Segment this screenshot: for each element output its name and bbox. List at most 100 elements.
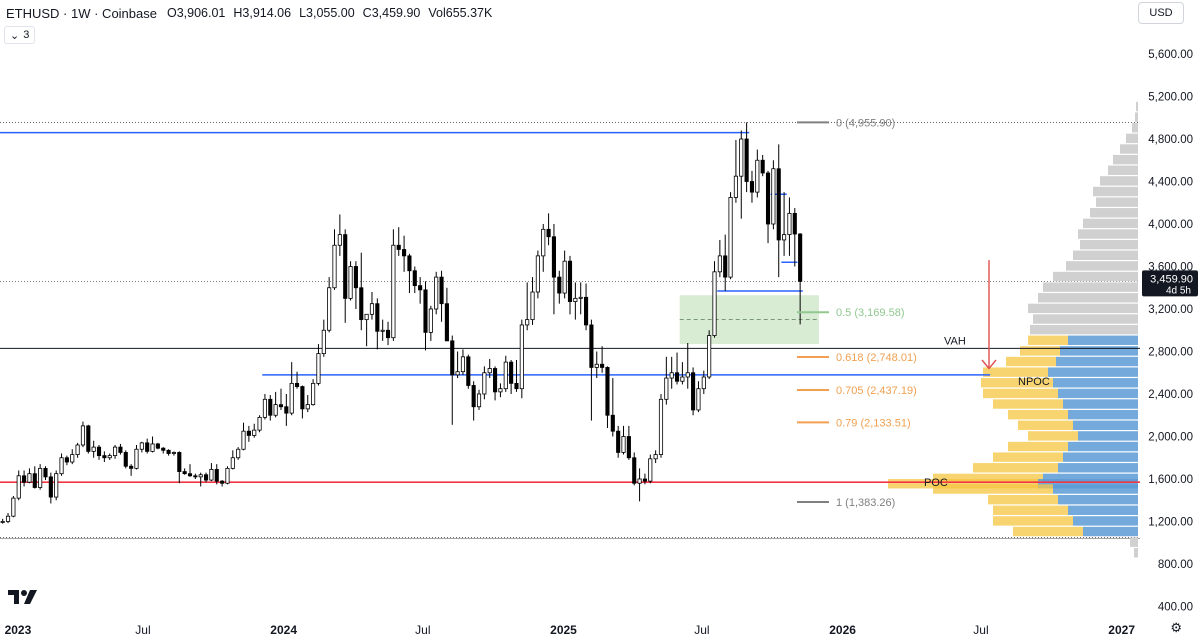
candle[interactable] xyxy=(493,366,498,401)
candle[interactable] xyxy=(246,425,251,442)
candle[interactable] xyxy=(337,214,342,256)
candle[interactable] xyxy=(787,197,792,256)
candle[interactable] xyxy=(600,346,605,373)
candle[interactable] xyxy=(658,394,664,458)
candle[interactable] xyxy=(220,480,225,487)
candle[interactable] xyxy=(792,208,797,267)
candle[interactable] xyxy=(262,394,267,420)
candle[interactable] xyxy=(798,233,803,325)
candle[interactable] xyxy=(648,454,653,484)
candle[interactable] xyxy=(32,466,37,489)
candle[interactable] xyxy=(187,464,193,477)
candle[interactable] xyxy=(43,466,48,481)
candle[interactable] xyxy=(348,261,353,301)
candle[interactable] xyxy=(273,391,278,418)
candle[interactable] xyxy=(177,451,182,484)
candle[interactable] xyxy=(605,366,610,428)
candle[interactable] xyxy=(305,395,310,413)
candle[interactable] xyxy=(11,496,16,518)
candle[interactable] xyxy=(712,261,717,338)
candle[interactable] xyxy=(423,281,428,351)
candle[interactable] xyxy=(300,385,305,419)
candle[interactable] xyxy=(134,445,139,470)
candle[interactable] xyxy=(123,450,128,469)
candle[interactable] xyxy=(252,423,257,438)
candle[interactable] xyxy=(145,438,150,454)
candle[interactable] xyxy=(289,362,294,416)
candle[interactable] xyxy=(674,352,680,385)
candle[interactable] xyxy=(5,513,11,524)
candle[interactable] xyxy=(364,313,369,347)
candle[interactable] xyxy=(696,381,701,413)
candle[interactable] xyxy=(150,436,155,453)
candle[interactable] xyxy=(717,239,722,278)
candle[interactable] xyxy=(749,170,755,203)
candle[interactable] xyxy=(375,298,380,350)
candle[interactable] xyxy=(155,442,160,450)
tradingview-logo[interactable] xyxy=(8,588,38,611)
candle[interactable] xyxy=(450,335,455,425)
symbol-title[interactable]: ETHUSD · 1W · Coinbase xyxy=(6,5,157,21)
candle[interactable] xyxy=(359,252,364,331)
candle[interactable] xyxy=(412,266,417,294)
candle[interactable] xyxy=(771,160,776,230)
candle[interactable] xyxy=(546,213,551,246)
candle[interactable] xyxy=(59,453,64,476)
candle[interactable] xyxy=(407,253,412,294)
candle[interactable] xyxy=(685,343,690,389)
candle[interactable] xyxy=(75,442,80,458)
candle[interactable] xyxy=(482,366,487,400)
candle[interactable] xyxy=(476,389,482,410)
candle[interactable] xyxy=(434,271,439,315)
candle[interactable] xyxy=(161,447,166,454)
candle[interactable] xyxy=(214,464,219,485)
candle[interactable] xyxy=(739,130,744,219)
candle[interactable] xyxy=(471,381,476,421)
candle-series[interactable] xyxy=(0,122,803,524)
candle[interactable] xyxy=(653,450,658,464)
candle[interactable] xyxy=(70,449,75,465)
candle[interactable] xyxy=(514,360,519,392)
candle[interactable] xyxy=(182,468,187,475)
candle[interactable] xyxy=(16,470,21,501)
candle[interactable] xyxy=(385,321,391,346)
candle[interactable] xyxy=(236,447,241,460)
candle[interactable] xyxy=(642,473,647,485)
candle[interactable] xyxy=(80,421,86,448)
candle[interactable] xyxy=(369,292,375,320)
candle[interactable] xyxy=(562,250,567,299)
candle[interactable] xyxy=(589,319,594,421)
candle[interactable] xyxy=(0,518,5,524)
candle[interactable] xyxy=(171,451,177,456)
candle[interactable] xyxy=(755,149,760,198)
candle[interactable] xyxy=(583,283,589,331)
candle[interactable] xyxy=(498,383,503,398)
candle[interactable] xyxy=(530,277,535,325)
last-price-badge[interactable] xyxy=(1142,270,1198,297)
candle[interactable] xyxy=(567,255,573,315)
candle[interactable] xyxy=(402,235,407,272)
candle[interactable] xyxy=(733,140,738,203)
candle[interactable] xyxy=(257,415,262,433)
candle[interactable] xyxy=(487,358,492,379)
candle[interactable] xyxy=(139,441,144,453)
candle[interactable] xyxy=(391,229,396,341)
candle[interactable] xyxy=(503,355,508,392)
candle[interactable] xyxy=(241,422,246,451)
candle[interactable] xyxy=(707,330,712,380)
candle[interactable] xyxy=(332,229,337,290)
candle[interactable] xyxy=(535,250,540,299)
candle[interactable] xyxy=(551,224,557,315)
candle[interactable] xyxy=(118,443,123,455)
candle[interactable] xyxy=(209,463,214,482)
price-axis[interactable]: 5,600.00 5,200.00 4,800.00 4,400.00 4,000.00… xyxy=(1142,49,1198,614)
indicators-toggle[interactable]: ⌄ 3 xyxy=(4,26,36,44)
candle[interactable] xyxy=(48,472,53,504)
candle[interactable] xyxy=(616,425,621,458)
candle[interactable] xyxy=(278,388,284,410)
candle[interactable] xyxy=(541,224,546,272)
candle[interactable] xyxy=(22,470,27,487)
candle[interactable] xyxy=(102,451,107,462)
candle[interactable] xyxy=(632,452,637,486)
candle[interactable] xyxy=(701,370,706,394)
